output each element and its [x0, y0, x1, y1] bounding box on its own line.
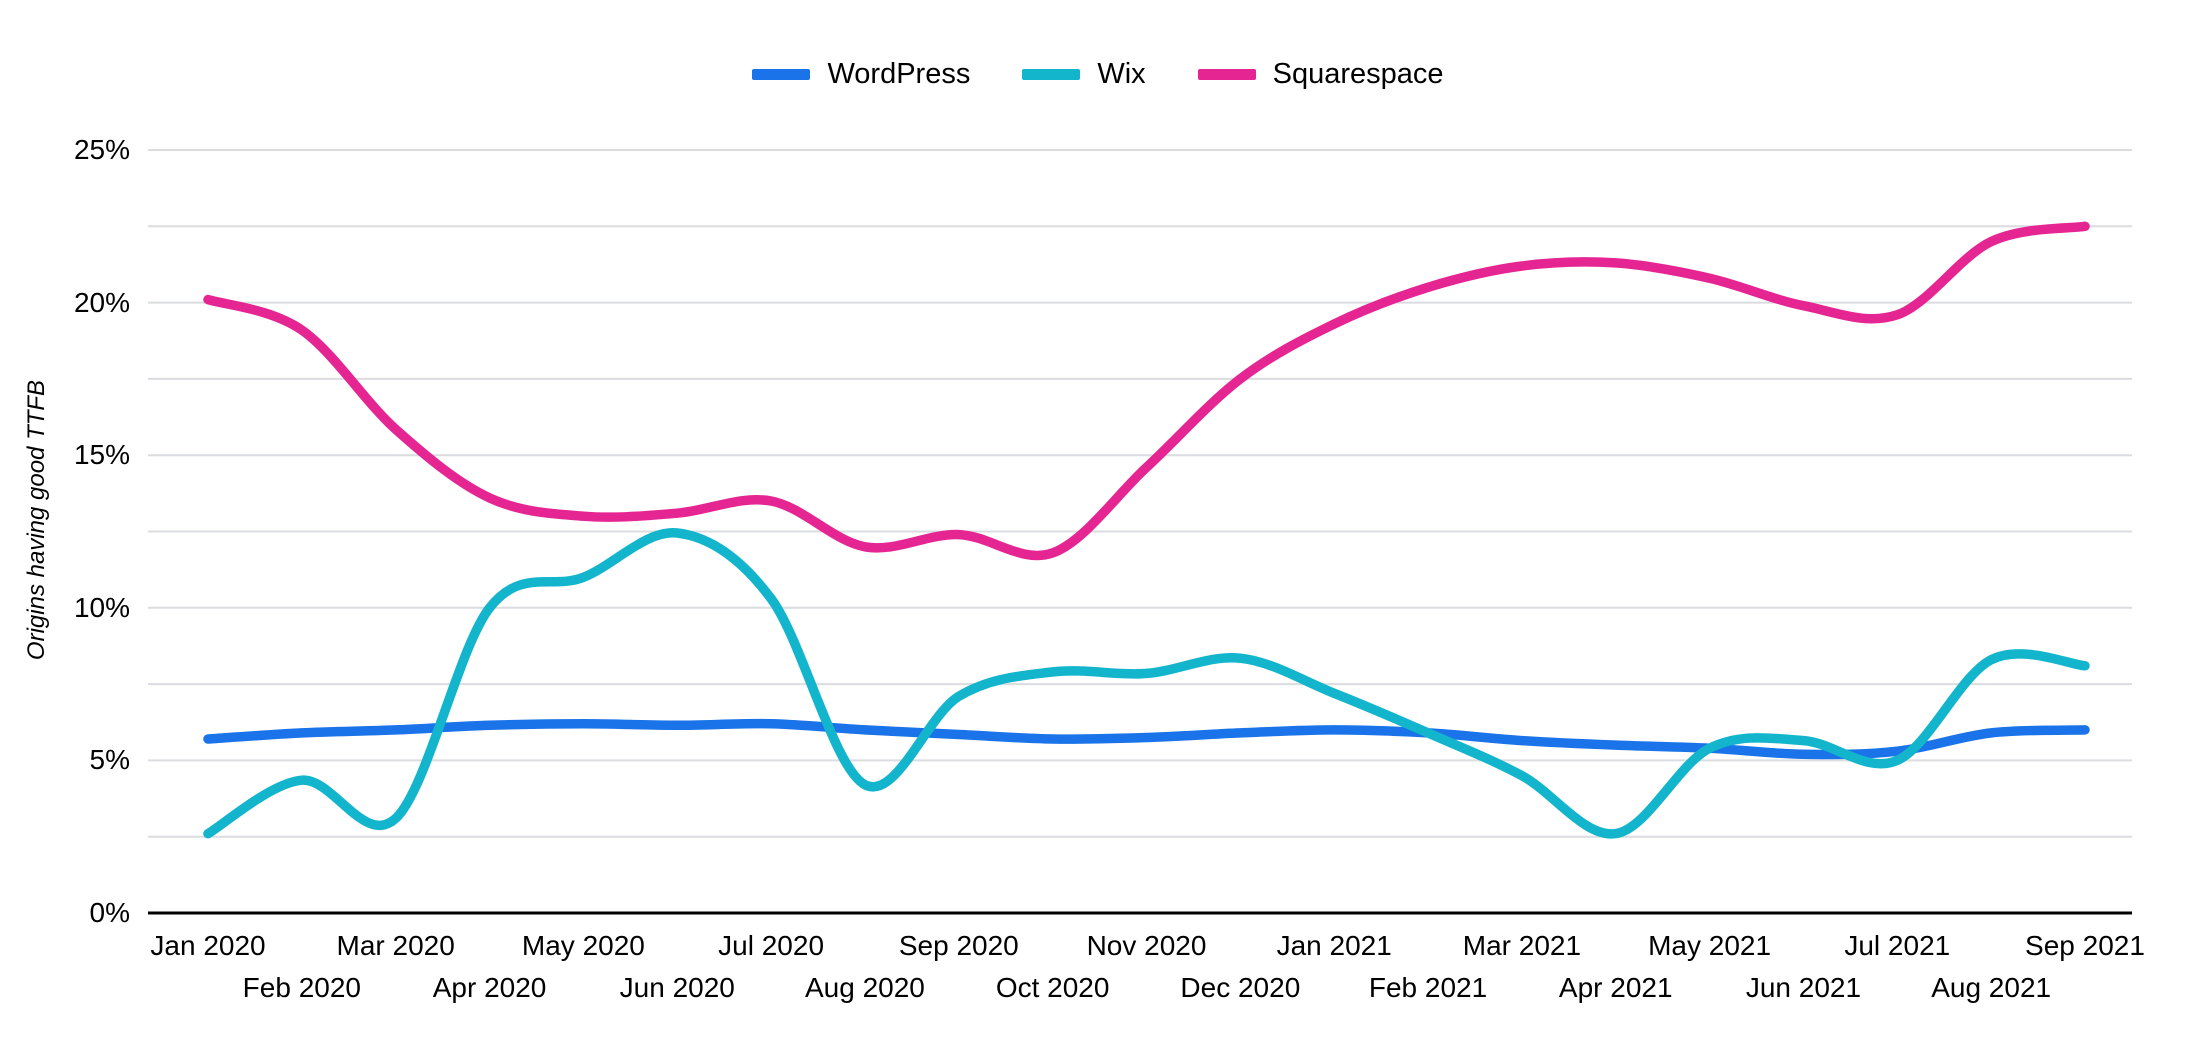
series-line-squarespace	[203, 221, 2090, 561]
x-tick-label: Nov 2020	[1086, 930, 1207, 961]
legend-label-wix: Wix	[1097, 58, 1146, 90]
x-tick-label: Apr 2020	[432, 972, 547, 1003]
x-tick-label: Oct 2020	[995, 972, 1110, 1003]
wix-line-swatch-icon	[1022, 69, 1081, 80]
x-tick-label: Sep 2020	[898, 930, 1019, 961]
x-tick-label: May 2021	[1648, 930, 1772, 961]
y-tick-label: 0%	[89, 897, 130, 928]
x-tick-label: Sep 2021	[2025, 930, 2145, 961]
x-tick-label: Jul 2021	[1844, 930, 1951, 961]
x-tick-label: Jan 2021	[1276, 930, 1392, 961]
legend-item-wix[interactable]: Wix	[1022, 58, 1146, 90]
y-tick-label: 10%	[73, 591, 130, 623]
x-tick-label: Jan 2020	[150, 930, 266, 961]
x-tick-label: Jun 2021	[1745, 972, 1862, 1003]
legend-label-wordpress: WordPress	[827, 58, 971, 90]
y-tick-label: 20%	[73, 286, 130, 318]
x-tick-label: Jul 2020	[718, 930, 825, 961]
legend: WordPress Wix Squarespace	[0, 60, 2196, 89]
x-tick-label: Mar 2020	[336, 930, 455, 961]
x-tick-label: Jun 2020	[619, 972, 735, 1003]
squarespace-line-swatch-icon	[1197, 69, 1256, 80]
series-line-wix	[203, 528, 2090, 839]
legend-label-squarespace: Squarespace	[1272, 58, 1444, 90]
legend-item-squarespace[interactable]: Squarespace	[1197, 58, 1444, 90]
x-tick-label: May 2020	[521, 930, 645, 961]
x-tick-label: Apr 2021	[1558, 972, 1673, 1003]
legend-item-wordpress[interactable]: WordPress	[752, 60, 970, 89]
wordpress-line-swatch-icon	[752, 69, 811, 80]
x-tick-label: Mar 2021	[1462, 930, 1582, 961]
x-tick-label: Dec 2020	[1180, 972, 1301, 1003]
x-tick-label: Feb 2021	[1368, 972, 1488, 1003]
y-tick-label: 5%	[89, 744, 130, 776]
x-tick-label: Feb 2020	[242, 972, 362, 1003]
y-tick-label: 15%	[73, 439, 130, 471]
series-line-wordpress	[203, 718, 2090, 760]
x-tick-label: Aug 2021	[1931, 972, 2052, 1003]
x-tick-label: Aug 2020	[804, 972, 925, 1003]
y-tick-label: 25%	[73, 134, 130, 165]
